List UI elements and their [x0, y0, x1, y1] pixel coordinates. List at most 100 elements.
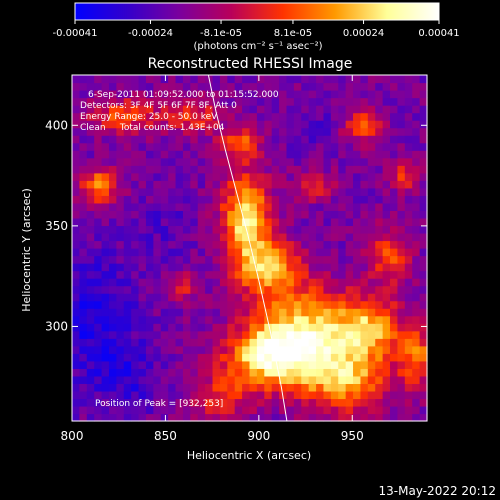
heatmap-cell [160, 112, 169, 121]
heatmap-cell [375, 278, 384, 287]
heatmap-cell [345, 300, 354, 309]
heatmap-cell [197, 150, 206, 159]
heatmap-cell [72, 217, 80, 227]
heatmap-cell [101, 105, 110, 114]
heatmap-cell [301, 112, 310, 121]
heatmap-cell [256, 405, 265, 415]
heatmap-cell [308, 383, 317, 392]
heatmap-cell [227, 255, 236, 264]
heatmap-cell [168, 398, 177, 407]
heatmap-cell [316, 97, 325, 106]
heatmap-cell [227, 97, 236, 106]
heatmap-cell [323, 353, 332, 362]
heatmap-cell [382, 255, 391, 264]
heatmap-cell [94, 90, 103, 99]
heatmap-cell [353, 142, 362, 151]
heatmap-cell [353, 172, 362, 181]
heatmap-cell [101, 285, 110, 294]
heatmap-cell [316, 112, 325, 121]
heatmap-cell [108, 263, 117, 272]
heatmap-cell [397, 165, 406, 174]
heatmap-cell [131, 248, 140, 257]
heatmap-cell [219, 202, 228, 211]
heatmap-cell [197, 338, 206, 347]
heatmap-cell [249, 368, 258, 377]
heatmap-cell [160, 360, 169, 369]
heatmap-cell [242, 217, 251, 227]
heatmap-cell [190, 180, 199, 189]
heatmap-cell [397, 240, 406, 249]
heatmap-cell [131, 105, 140, 114]
heatmap-cell [153, 413, 162, 422]
heatmap-cell [390, 405, 399, 415]
heatmap-cell [271, 112, 280, 121]
heatmap-cell [316, 202, 325, 211]
x-tick-label: 950 [341, 429, 364, 443]
heatmap-cell [293, 300, 302, 309]
heatmap-cell [79, 255, 88, 264]
heatmap-cell [168, 285, 177, 294]
heatmap-cell [360, 390, 369, 400]
heatmap-cell [160, 315, 169, 324]
heatmap-cell [145, 142, 154, 151]
heatmap-cell [316, 150, 325, 159]
heatmap-cell [168, 165, 177, 174]
heatmap-cell [249, 300, 258, 309]
heatmap-cell [412, 232, 421, 242]
heatmap-cell [412, 112, 421, 121]
heatmap-cell [264, 157, 273, 166]
heatmap-cell [101, 278, 110, 287]
heatmap-cell [330, 150, 339, 159]
heatmap-cell [145, 270, 154, 279]
heatmap-cell [227, 187, 236, 196]
heatmap-cell [242, 157, 251, 166]
heatmap-cell [301, 240, 310, 249]
heatmap-cell [168, 225, 177, 234]
heatmap-cell [286, 105, 295, 114]
heatmap-cell [404, 285, 413, 294]
heatmap-cell [108, 150, 117, 159]
heatmap-cell [131, 345, 140, 354]
heatmap-cell [205, 90, 214, 99]
heatmap-cell [212, 308, 221, 317]
heatmap-cell [190, 330, 199, 339]
heatmap-cell [353, 255, 362, 264]
heatmap-cell [308, 338, 317, 347]
heatmap-cell [330, 127, 339, 136]
heatmap-cell [131, 353, 140, 362]
heatmap-cell [197, 82, 206, 91]
heatmap-cell [390, 82, 399, 91]
heatmap-cell [353, 360, 362, 369]
heatmap-cell [264, 398, 273, 407]
heatmap-cell [131, 398, 140, 407]
heatmap-cell [197, 135, 206, 144]
heatmap-cell [412, 405, 421, 415]
heatmap-cell [145, 278, 154, 287]
heatmap-cell [94, 285, 103, 294]
heatmap-cell [116, 75, 125, 84]
heatmap-cell [101, 112, 110, 121]
heatmap-cell [131, 375, 140, 384]
heatmap-cell [94, 120, 103, 129]
heatmap-cell [367, 195, 376, 204]
heatmap-cell [86, 202, 95, 211]
heatmap-cell [271, 165, 280, 174]
heatmap-cell [212, 285, 221, 294]
heatmap-cell [227, 398, 236, 407]
heatmap-cell [175, 255, 184, 264]
heatmap-cell [79, 368, 88, 377]
heatmap-cell [138, 345, 147, 354]
heatmap-cell [101, 263, 110, 272]
heatmap-cell [123, 225, 132, 234]
heatmap-cell [412, 270, 421, 279]
heatmap-cell [330, 405, 339, 415]
heatmap-cell [79, 263, 88, 272]
heatmap-cell [182, 90, 191, 99]
heatmap-cell [338, 375, 347, 384]
heatmap-cell [197, 157, 206, 166]
heatmap-cell [256, 390, 265, 400]
heatmap-cell [360, 165, 369, 174]
heatmap-cell [279, 202, 288, 211]
heatmap-cell [242, 263, 251, 272]
heatmap-cell [271, 150, 280, 159]
